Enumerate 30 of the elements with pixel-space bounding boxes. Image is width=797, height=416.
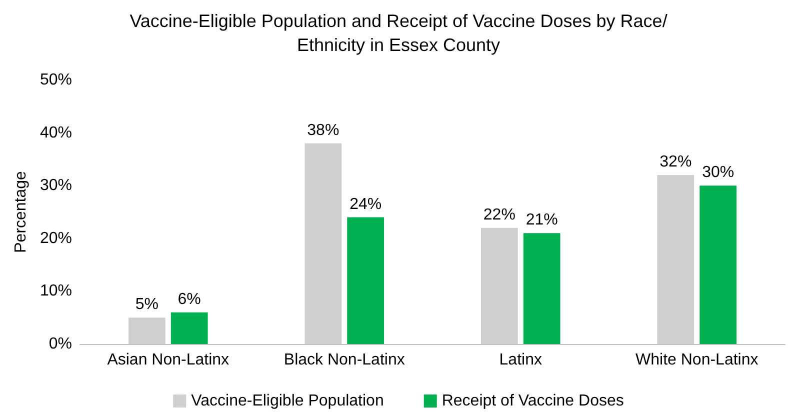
data-label: 22% <box>483 206 516 224</box>
y-tick-label: 30% <box>40 177 72 194</box>
y-tick-label: 10% <box>40 282 72 300</box>
bar <box>657 175 694 344</box>
data-label: 5% <box>135 296 158 314</box>
bar <box>523 233 560 344</box>
data-label: 21% <box>526 212 558 229</box>
legend-label: Vaccine-Eligible Population <box>191 392 384 410</box>
bar <box>700 186 737 344</box>
y-tick-label: 50% <box>40 72 72 88</box>
legend-label: Receipt of Vaccine Doses <box>442 392 624 410</box>
x-tick-label: Latinx <box>499 352 542 368</box>
x-tick-label: White Non-Latinx <box>636 352 758 368</box>
y-tick-label: 40% <box>40 124 72 142</box>
y-tick-label: 20% <box>40 230 72 247</box>
bar <box>480 228 518 344</box>
bar <box>170 312 208 344</box>
data-label: 6% <box>178 290 201 308</box>
bar <box>128 318 166 344</box>
x-tick-label: Black Non-Latinx <box>284 352 405 368</box>
y-axis-title: Percentage <box>12 170 30 253</box>
bar <box>347 217 384 344</box>
bar <box>304 143 342 344</box>
data-label: 32% <box>660 154 692 171</box>
data-label: 30% <box>702 164 734 182</box>
chart-title: Vaccine-Eligible Population and Receipt of Vaccine Doses by Race/Ethnicity in Essex County <box>130 11 668 55</box>
data-label: 38% <box>307 122 340 139</box>
x-tick-label: Asian Non-Latinx <box>107 352 230 368</box>
y-tick-label: 0% <box>48 336 72 352</box>
data-label: 24% <box>350 196 382 213</box>
